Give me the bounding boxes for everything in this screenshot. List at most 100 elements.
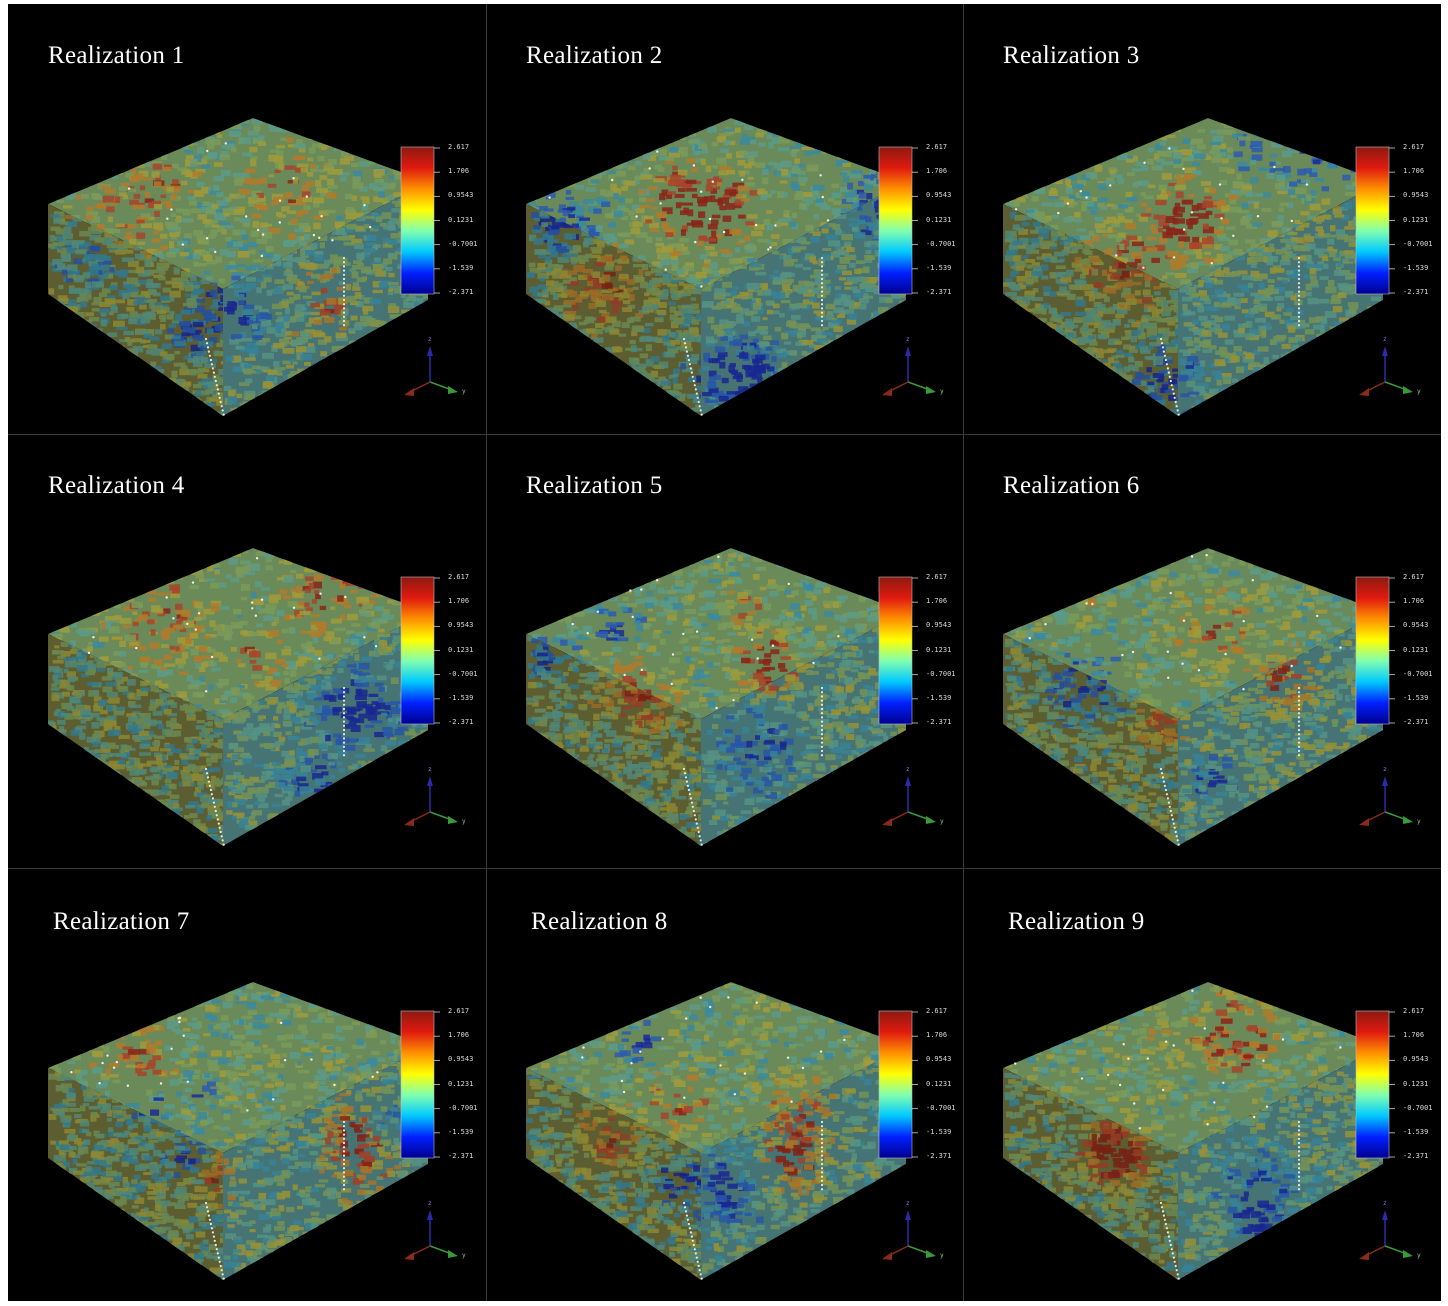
axis-y-label: y [1417,1252,1421,1259]
panel-title: Realization 9 [1008,908,1145,936]
axis-z-label: z [906,1200,910,1207]
axis-y-label: y [940,388,944,395]
colorbar-tick-label: 0.9543 [926,191,951,199]
realization-panel: Realization 9 2.617 1.706 0.9543 0.1231 -0.70… [963,868,1441,1301]
reservoir-model-3d [526,118,936,416]
realization-panel: Realization 5 2.617 1.706 0.9543 0.1231 -0.70… [486,434,963,868]
colorbar-tick-label: -1.539 [1403,694,1428,702]
axes-triad-icon [882,346,936,396]
reservoir-model-3d [48,982,458,1280]
colorbar-tick-label: -2.371 [1403,718,1428,726]
axis-z-label: z [428,1200,432,1207]
colorbar-tick-label: 2.617 [1403,1007,1424,1015]
panel-title: Realization 2 [526,42,663,70]
axes-triad-icon [404,346,458,396]
reservoir-model-3d [1003,548,1413,846]
axis-y-label: y [940,818,944,825]
colorbar-tick-label: -0.7001 [1403,1104,1433,1112]
colorbar-tick-label: -0.7001 [1403,240,1433,248]
panel-title: Realization 1 [48,42,185,70]
colorbar-tick-label: -0.7001 [448,670,478,678]
colorbar-tick-label: 1.706 [926,597,947,605]
colorbar-tick-label: 1.706 [448,167,469,175]
colorbar-tick-label: -1.539 [926,1128,951,1136]
reservoir-model-3d [48,548,458,846]
colorbar-tick-label: -1.539 [1403,264,1428,272]
colorbar-tick-label: 0.1231 [448,1080,473,1088]
colorbar-tick-label: 2.617 [926,1007,947,1015]
colorbar-tick-label: 1.706 [448,597,469,605]
axis-z-label: z [906,336,910,343]
panel-title: Realization 8 [531,908,668,936]
colorbar-tick-label: 1.706 [1403,167,1424,175]
realization-panel: Realization 4 2.617 1.706 0.9543 0.1231 -0.70… [8,434,486,868]
colorbar-tick-label: -2.371 [1403,288,1428,296]
colorbar [878,146,913,295]
colorbar [1355,1010,1390,1159]
colorbar-tick-label: 0.9543 [926,1055,951,1063]
colorbar-tick-label: -1.539 [1403,1128,1428,1136]
colorbar-tick-label: -1.539 [448,264,473,272]
colorbar-tick-label: 0.9543 [926,621,951,629]
panel-separator [486,4,487,1301]
colorbar-tick-label: 0.9543 [448,1055,473,1063]
panel-title: Realization 7 [53,908,190,936]
colorbar [400,576,435,725]
colorbar-tick-label: -2.371 [448,288,473,296]
colorbar-tick-label: 1.706 [1403,597,1424,605]
colorbar-tick-label: 2.617 [1403,143,1424,151]
colorbar-tick-label: 0.9543 [448,621,473,629]
colorbar-tick-label: -2.371 [448,718,473,726]
colorbar-tick-label: 0.1231 [1403,1080,1428,1088]
colorbar-tick-label: 2.617 [1403,573,1424,581]
realization-grid: Realization 1 2.617 1.706 0.9543 0.1231 -0.70… [8,4,1441,1301]
colorbar [1355,576,1390,725]
colorbar-tick-label: 0.1231 [1403,216,1428,224]
colorbar-tick-label: -2.371 [926,718,951,726]
colorbar-tick-label: -2.371 [926,288,951,296]
axis-z-label: z [428,336,432,343]
colorbar-tick-label: 0.1231 [1403,646,1428,654]
colorbar-tick-label: 0.1231 [926,1080,951,1088]
reservoir-model-3d [1003,982,1413,1280]
colorbar-tick-label: 0.9543 [1403,621,1428,629]
colorbar-tick-label: 0.1231 [926,646,951,654]
axis-y-label: y [462,818,466,825]
colorbar-tick-label: 1.706 [926,1031,947,1039]
colorbar-tick-label: -1.539 [926,694,951,702]
realization-panel: Realization 8 2.617 1.706 0.9543 0.1231 -0.70… [486,868,963,1301]
reservoir-model-3d [1003,118,1413,416]
colorbar-tick-label: -0.7001 [1403,670,1433,678]
colorbar-tick-label: -2.371 [448,1152,473,1160]
colorbar [400,1010,435,1159]
colorbar-tick-label: 0.9543 [1403,191,1428,199]
axes-triad-icon [1359,776,1413,826]
colorbar-tick-label: 2.617 [448,573,469,581]
panel-separator [8,434,1441,435]
colorbar-tick-label: -0.7001 [926,240,956,248]
axis-z-label: z [1383,1200,1387,1207]
axes-triad-icon [882,776,936,826]
colorbar [878,576,913,725]
axis-y-label: y [940,1252,944,1259]
colorbar-tick-label: 2.617 [448,143,469,151]
realization-panel: Realization 7 2.617 1.706 0.9543 0.1231 -0.70… [8,868,486,1301]
colorbar-tick-label: 0.9543 [1403,1055,1428,1063]
axes-triad-icon [1359,346,1413,396]
colorbar [1355,146,1390,295]
reservoir-model-3d [526,548,936,846]
colorbar-tick-label: 0.9543 [448,191,473,199]
axis-z-label: z [428,766,432,773]
colorbar-tick-label: 1.706 [926,167,947,175]
axes-triad-icon [882,1210,936,1260]
colorbar-tick-label: 0.1231 [448,646,473,654]
colorbar-tick-label: 1.706 [448,1031,469,1039]
panel-separator [963,4,964,1301]
colorbar-tick-label: 2.617 [926,143,947,151]
panel-title: Realization 6 [1003,472,1140,500]
axis-y-label: y [462,388,466,395]
colorbar-tick-label: -2.371 [926,1152,951,1160]
reservoir-model-3d [526,982,936,1280]
colorbar-tick-label: -1.539 [448,1128,473,1136]
realization-panel: Realization 3 2.617 1.706 0.9543 0.1231 -0.70… [963,4,1441,434]
